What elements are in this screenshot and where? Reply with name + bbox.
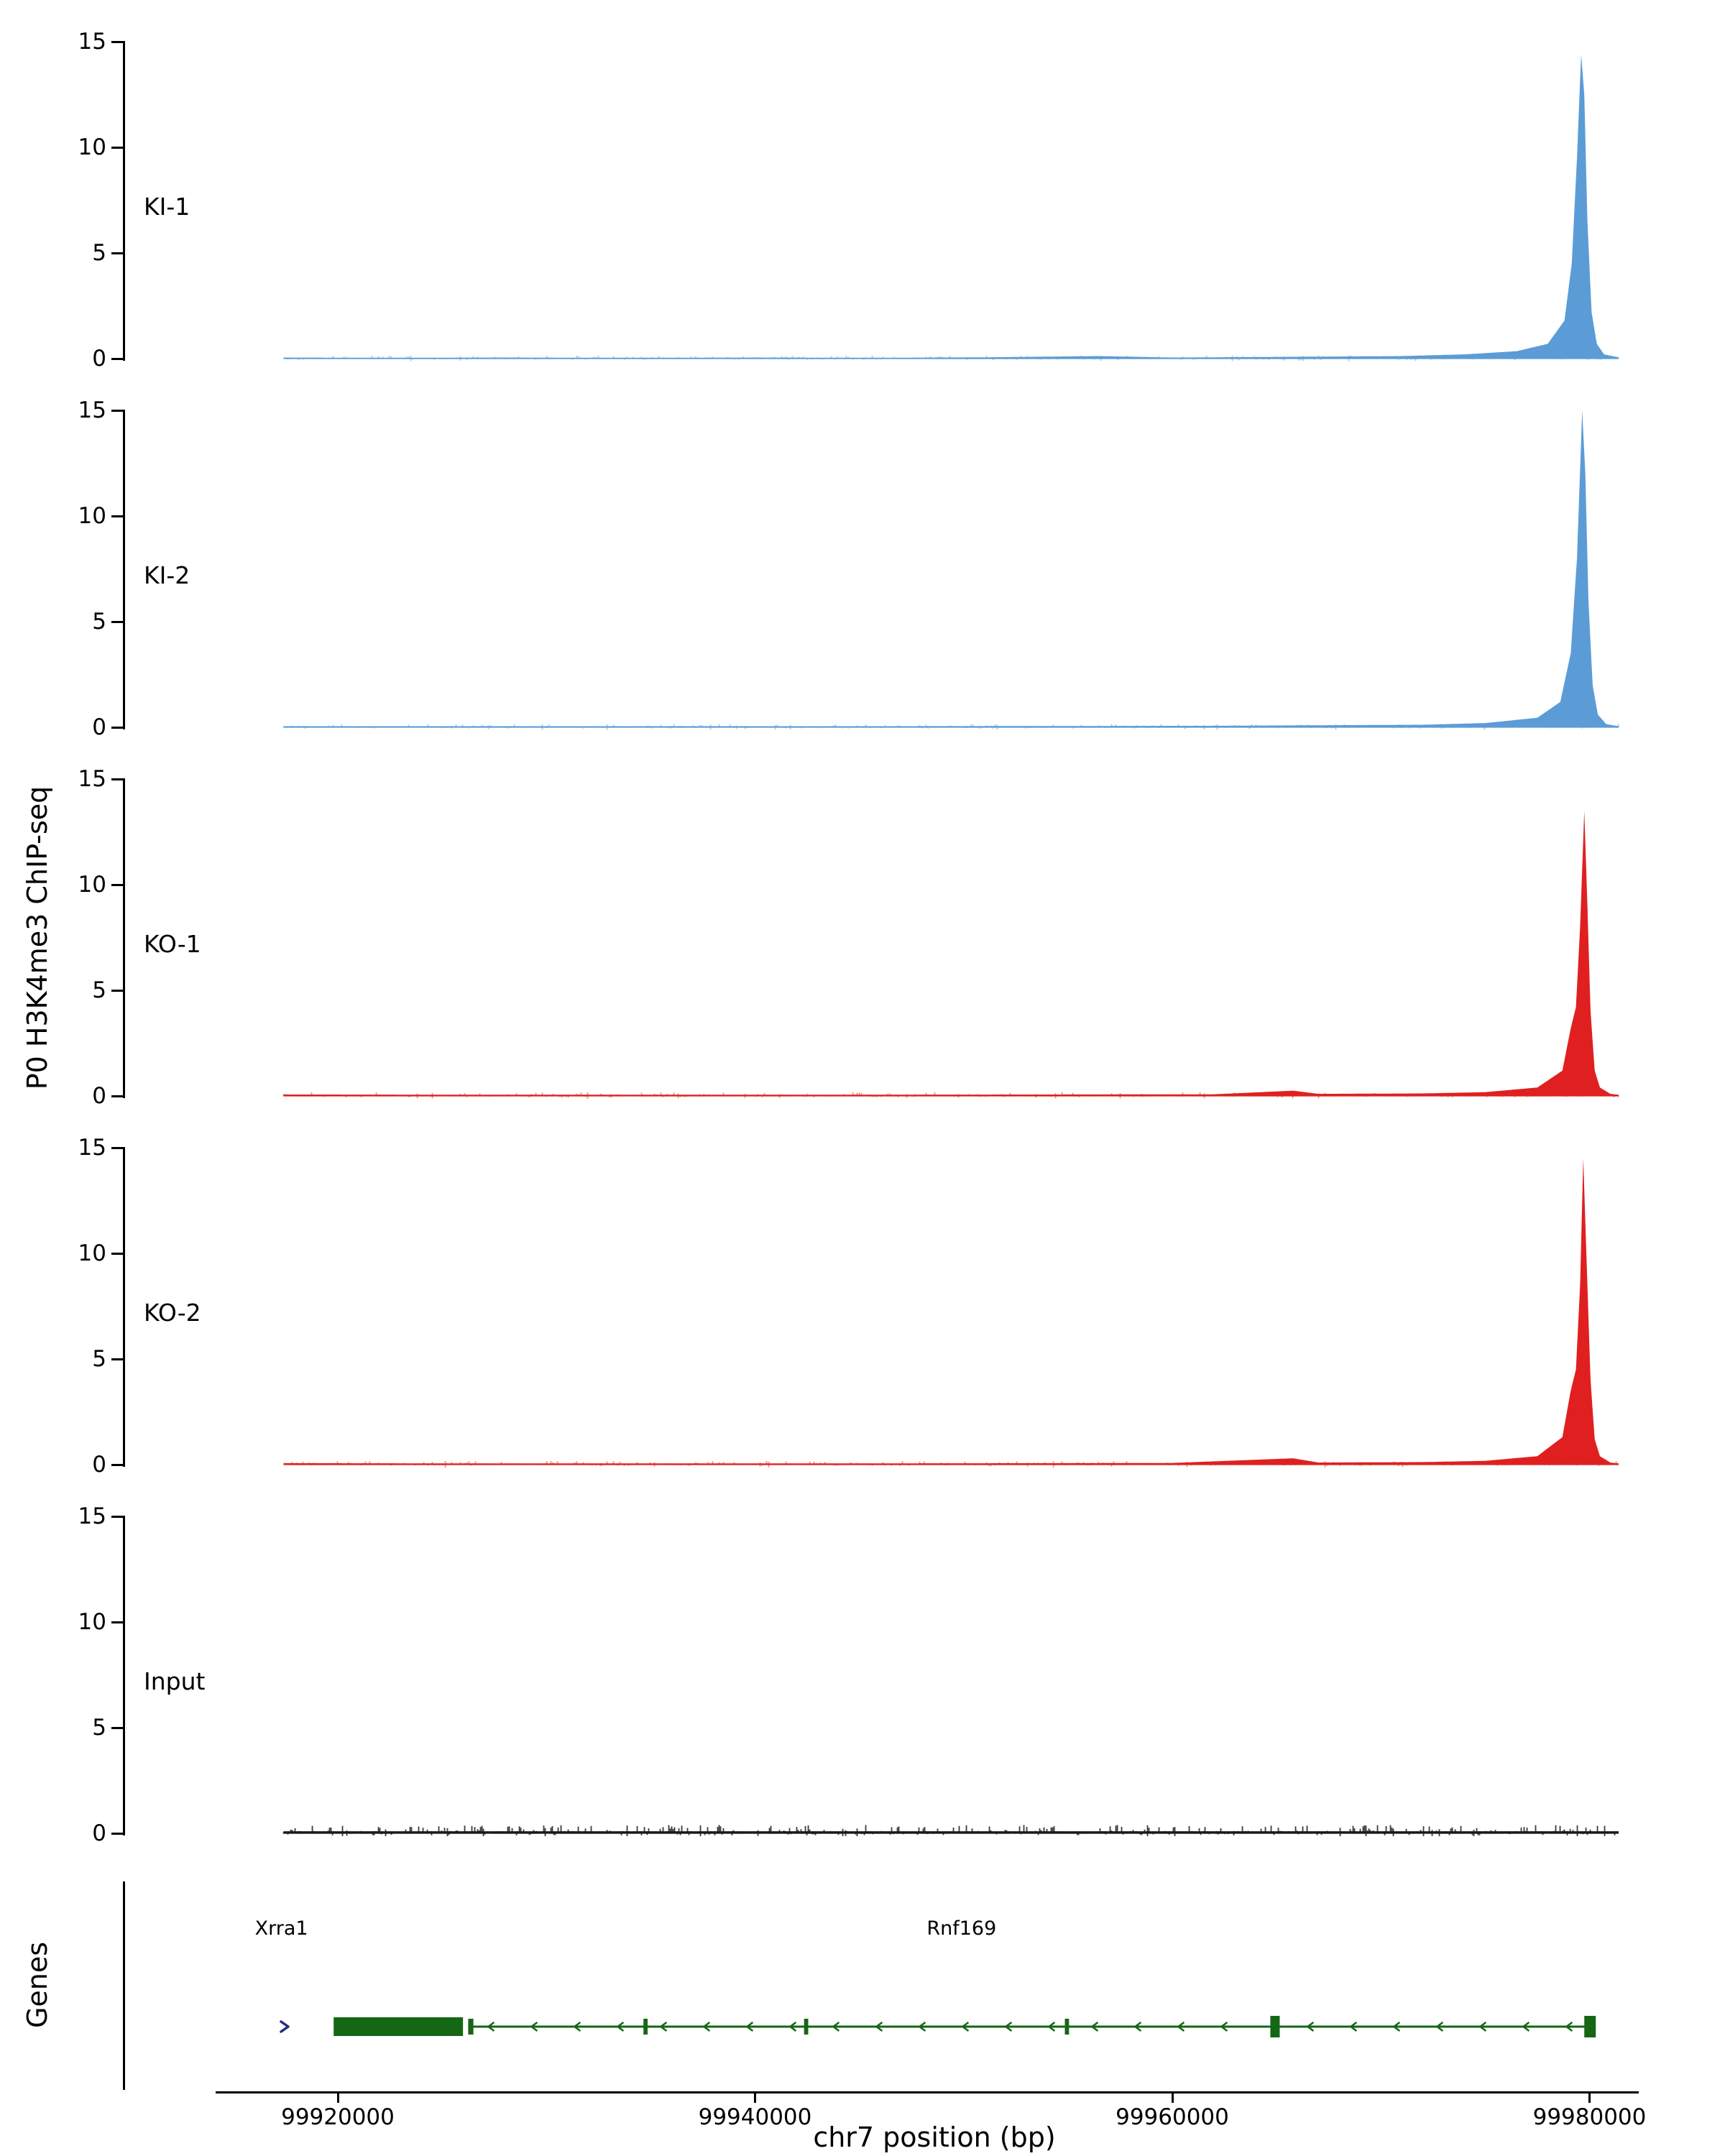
gene-label-xrra1: Xrra1 [255,1917,308,1940]
y-tick [111,1146,125,1149]
x-tick [1171,2093,1174,2103]
track-label-ko-1: KO-1 [144,930,201,958]
y-tick-label: 5 [92,977,106,1003]
track-panel-ki-2: 0 5 10 15 KI-2 [0,397,1725,773]
y-tick-label: 10 [78,1240,106,1266]
y-tick-label: 15 [78,29,106,55]
track-label-ki-2: KI-2 [144,561,190,589]
y-axis-line [123,779,125,1098]
y-tick [111,357,125,360]
track-signal-input [282,1825,1619,1836]
y-tick [111,726,125,729]
x-tick-label: 99920000 [281,2104,395,2130]
y-tick-label: 0 [92,1083,106,1109]
y-tick [111,1832,125,1835]
y-tick [111,1358,125,1360]
exon-rnf169 [1064,2019,1070,2035]
track-signal-ki-1 [283,54,1619,361]
y-tick-label: 0 [92,1820,106,1846]
exon-rnf169 [643,2019,648,2035]
gene-track: Xrra1 Rnf169 [255,1917,1596,2037]
y-tick [111,252,125,254]
gene-label-rnf169: Rnf169 [926,1917,996,1940]
exon-rnf169 [468,2019,474,2035]
x-axis-title: chr7 position (bp) [813,2122,1056,2153]
y-tick [111,146,125,149]
exon-rnf169 [804,2019,809,2035]
y-tick [111,1463,125,1466]
signal-noise [282,1825,1616,1836]
y-tick-label: 10 [78,1609,106,1635]
track-label-ko-2: KO-2 [144,1299,201,1327]
y-tick-label: 15 [78,1135,106,1161]
y-tick-label: 15 [78,397,106,423]
y-tick [111,40,125,43]
signal-area [283,811,1619,1096]
y-tick [111,620,125,623]
track-signal-ko-2 [283,1158,1619,1468]
x-tick [336,2093,339,2103]
x-tick [754,2093,756,2103]
y-tick-label: 5 [92,1715,106,1741]
y-tick-label: 0 [92,346,106,372]
exon-rnf169 [1584,2016,1596,2037]
x-tick [1588,2093,1591,2103]
y-tick [111,778,125,780]
x-axis-line [216,2091,1639,2093]
y-tick-label: 5 [92,1346,106,1372]
upstream-strand-arrow-icon [280,2020,290,2033]
track-panel-input: 0 5 10 15 Input [0,1503,1725,1879]
y-tick [111,1621,125,1623]
signal-area [283,410,1619,727]
y-tick [111,1515,125,1518]
y-tick-label: 10 [78,872,106,898]
y-tick [111,989,125,992]
gene-body-xrra1 [334,2017,464,2036]
y-tick [111,1252,125,1255]
x-tick-label: 99960000 [1116,2104,1229,2130]
strand-arrowheads [487,2022,1573,2032]
y-axis-line [123,410,125,729]
y-tick-label: 15 [78,766,106,792]
y-tick [111,1726,125,1729]
track-panel-ki-1: 0 5 10 15 KI-1 [0,29,1725,405]
y-tick [111,409,125,412]
y-axis-line [123,1516,125,1835]
exon-rnf169 [1270,2016,1280,2037]
track-label-input: Input [144,1667,206,1695]
y-tick [111,1095,125,1097]
signal-area [283,1158,1619,1465]
signal-area [283,54,1619,359]
y-tick [111,515,125,517]
gene-panel-axis-line [123,1881,125,2090]
genes-axis-title: Genes [22,1941,53,2029]
x-tick-label: 99980000 [1532,2104,1647,2130]
y-tick-label: 0 [92,1452,106,1478]
y-tick-label: 5 [92,609,106,635]
y-tick-label: 10 [78,134,106,160]
y-axis-line [123,1148,125,1467]
y-tick-label: 0 [92,714,106,740]
y-axis-line [123,42,125,361]
track-signal-ki-2 [282,410,1619,730]
track-signal-ko-1 [282,811,1619,1099]
y-tick-label: 15 [78,1503,106,1529]
x-tick-label: 99940000 [698,2104,812,2130]
track-label-ki-1: KI-1 [144,193,190,221]
y-tick-label: 5 [92,240,106,266]
track-panel-ko-2: 0 5 10 15 KO-2 [0,1135,1725,1511]
y-tick-label: 10 [78,503,106,529]
y-tick [111,883,125,886]
track-panel-ko-1: 0 5 10 15 KO-1 [0,766,1725,1142]
